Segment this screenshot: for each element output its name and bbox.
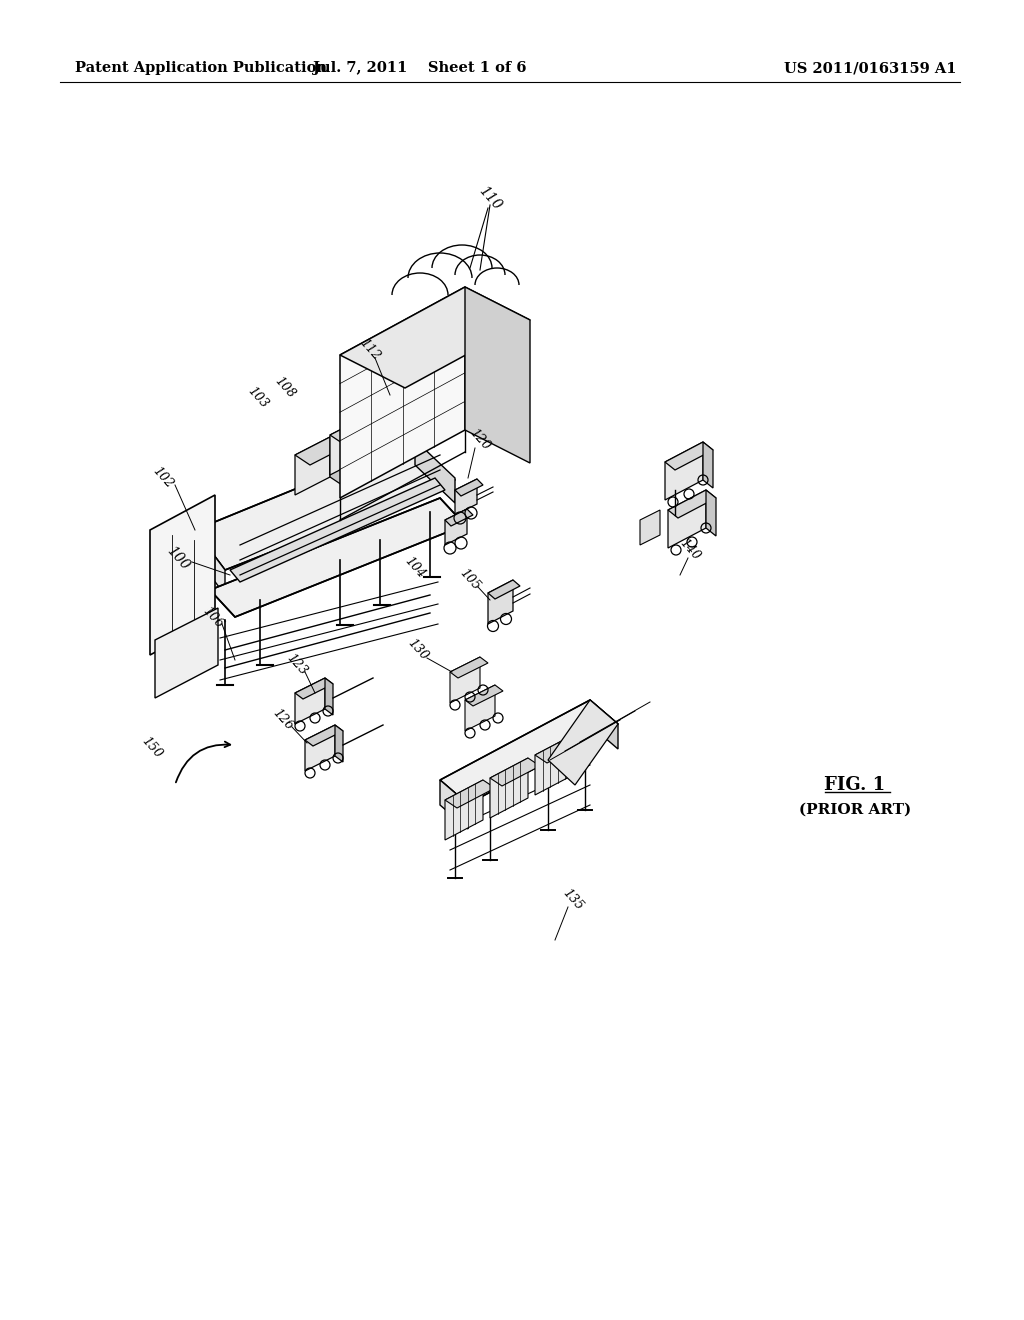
Polygon shape [668, 490, 716, 517]
Polygon shape [455, 479, 477, 515]
Polygon shape [150, 495, 215, 655]
Polygon shape [535, 735, 585, 763]
Polygon shape [155, 609, 218, 698]
Polygon shape [445, 780, 483, 840]
Polygon shape [210, 498, 465, 616]
Polygon shape [490, 758, 528, 818]
Text: Jul. 7, 2011    Sheet 1 of 6: Jul. 7, 2011 Sheet 1 of 6 [313, 61, 526, 75]
Text: 130: 130 [406, 636, 431, 663]
Text: 135: 135 [560, 887, 586, 913]
Polygon shape [330, 437, 345, 487]
Text: Patent Application Publication: Patent Application Publication [75, 61, 327, 75]
Polygon shape [465, 685, 495, 731]
Polygon shape [195, 440, 455, 570]
Text: 112: 112 [357, 337, 383, 363]
Polygon shape [548, 700, 618, 785]
Text: 150: 150 [139, 735, 165, 762]
Polygon shape [703, 442, 713, 488]
Polygon shape [330, 417, 380, 445]
Text: 120: 120 [467, 426, 493, 453]
Polygon shape [445, 780, 495, 808]
Polygon shape [305, 725, 335, 771]
Polygon shape [230, 478, 445, 582]
Polygon shape [295, 678, 325, 723]
Polygon shape [490, 758, 540, 785]
Polygon shape [365, 417, 380, 467]
Polygon shape [325, 678, 333, 715]
Polygon shape [445, 510, 467, 545]
Polygon shape [640, 510, 660, 545]
Polygon shape [668, 490, 706, 548]
Text: US 2011/0163159 A1: US 2011/0163159 A1 [783, 61, 956, 75]
Polygon shape [535, 735, 573, 795]
Text: 123: 123 [284, 652, 310, 678]
Text: 102: 102 [151, 465, 176, 491]
Polygon shape [590, 700, 618, 748]
Polygon shape [488, 579, 513, 624]
Polygon shape [415, 440, 455, 503]
Polygon shape [335, 725, 343, 762]
Text: 108: 108 [272, 375, 298, 401]
Polygon shape [450, 657, 480, 704]
Text: (PRIOR ART): (PRIOR ART) [799, 803, 911, 817]
Polygon shape [305, 725, 343, 746]
Text: 100: 100 [164, 544, 193, 573]
Polygon shape [195, 531, 225, 595]
Text: 106: 106 [200, 605, 226, 631]
Polygon shape [340, 286, 465, 498]
Text: 110: 110 [476, 183, 504, 213]
Polygon shape [465, 286, 530, 463]
Polygon shape [445, 510, 473, 525]
Text: 104: 104 [402, 554, 428, 581]
Polygon shape [665, 442, 703, 500]
Text: 126: 126 [270, 706, 296, 734]
Polygon shape [330, 417, 365, 475]
Polygon shape [488, 579, 520, 599]
Text: 105: 105 [457, 566, 483, 593]
Polygon shape [440, 780, 468, 829]
Polygon shape [295, 678, 333, 700]
Text: 103: 103 [245, 384, 271, 412]
Polygon shape [295, 437, 345, 465]
Text: FIG. 1: FIG. 1 [824, 776, 886, 795]
Polygon shape [295, 437, 330, 495]
Polygon shape [665, 442, 713, 470]
Text: 140: 140 [677, 537, 702, 564]
Polygon shape [340, 286, 530, 388]
Polygon shape [465, 685, 503, 706]
Polygon shape [706, 490, 716, 536]
Polygon shape [455, 479, 483, 496]
Polygon shape [450, 657, 488, 678]
Polygon shape [440, 700, 618, 804]
